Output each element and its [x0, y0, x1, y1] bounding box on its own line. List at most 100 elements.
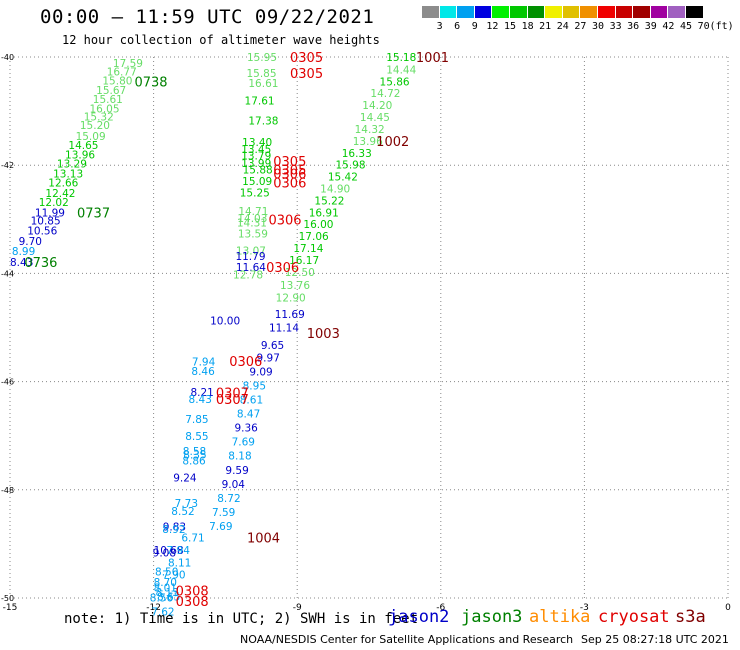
pass-id-label: 0738 — [134, 75, 167, 90]
colorbar-swatch — [686, 6, 704, 18]
swh-point-label: 14.20 — [362, 100, 392, 112]
lat-tick-label: -44 — [1, 269, 14, 278]
legend-cryosat: cryosat — [598, 607, 670, 627]
swh-point-label: 9.08 — [153, 548, 176, 560]
swh-point-label: 7.73 — [175, 498, 198, 510]
swh-point-label: 15.85 — [246, 68, 276, 80]
colorbar-label: 27 — [574, 21, 587, 32]
swh-point-label: 13.96 — [353, 136, 383, 148]
swh-point-label: 11.99 — [35, 207, 65, 219]
swh-point-label: 8.43 — [10, 257, 33, 269]
swh-point-label: 16.77 — [107, 67, 137, 79]
colorbar-swatch — [474, 6, 493, 18]
lon-tick-label: -12 — [146, 603, 161, 613]
swh-point-label: 8.13 — [156, 587, 179, 599]
swh-point-label: 16.91 — [309, 207, 339, 219]
swh-point-label: 13.40 — [242, 137, 272, 149]
swh-point-label: 13.29 — [57, 159, 87, 171]
colorbar-swatch — [650, 6, 669, 18]
swh-point-label: 8.95 — [243, 380, 266, 392]
swh-point-label: 15.18 — [386, 52, 416, 64]
swh-point-label: 8.50 — [155, 566, 178, 578]
swh-point-label: 17.06 — [299, 231, 329, 243]
legend-s3a: s3a — [675, 607, 706, 627]
credit-line: NOAA/NESDIS Center for Satellite Applica… — [240, 633, 574, 646]
legend-jason2: jason2 — [388, 607, 450, 627]
pass-id-label: 0306 — [273, 177, 306, 192]
colorbar-label: 6 — [454, 21, 461, 32]
swh-point-label: 9.65 — [261, 340, 284, 352]
swh-point-label: 15.86 — [380, 76, 410, 88]
colorbar-label: 39 — [644, 21, 657, 32]
swh-point-label: 15.95 — [247, 52, 277, 64]
swh-point-label: 8.72 — [217, 493, 240, 505]
swh-point-label: 10.00 — [210, 315, 240, 327]
swh-point-label: 8.46 — [191, 366, 215, 378]
colorbar-label: 30 — [591, 21, 605, 32]
swh-point-label: 12.90 — [276, 293, 306, 305]
swh-point-label: 17.38 — [248, 115, 278, 127]
swh-point-label: 8.11 — [168, 557, 191, 569]
swh-point-label: 9.97 — [257, 352, 280, 364]
colorbar-swatch — [422, 6, 440, 18]
swh-point-label: 15.09 — [242, 176, 272, 188]
swh-point-label: 7.69 — [232, 437, 255, 449]
swh-point-label: 11.69 — [275, 309, 305, 321]
pass-labels: 0738073707360305030503050305030603060306… — [24, 51, 449, 610]
colorbar-label: 45 — [679, 21, 693, 32]
swh-point-label: 12.66 — [48, 178, 78, 190]
swh-point-label: 14.90 — [320, 183, 350, 195]
swh-point-label: 8.65 — [157, 591, 180, 603]
colorbar-swatch — [492, 6, 510, 18]
swh-point-label: 9.83 — [163, 522, 186, 534]
swh-point-label: 8.52 — [171, 506, 194, 518]
swh-point-label: 8.70 — [154, 577, 177, 589]
swh-point-label: 15.67 — [96, 85, 126, 97]
swh-point-label: 8.43 — [189, 394, 212, 406]
pass-id-label: 0307 — [216, 393, 249, 408]
pass-id-label: 0736 — [24, 256, 57, 271]
colorbar-unit: (ft) — [709, 21, 734, 32]
swh-point-label: 10.85 — [31, 215, 61, 227]
colorbar-label: 12 — [486, 21, 499, 32]
colorbar-swatch — [633, 6, 651, 18]
swh-point-label: 13.13 — [53, 168, 83, 180]
swh-point-label: 8.35 — [183, 450, 206, 462]
swh-point-label: 15.09 — [76, 131, 106, 143]
pass-id-label: 0306 — [229, 355, 262, 370]
swh-point-label: 17.61 — [245, 95, 275, 107]
swh-point-label: 8.55 — [185, 431, 208, 443]
swh-point-label: 8.58 — [183, 446, 206, 458]
swh-point-label: 15.80 — [102, 75, 132, 87]
swh-point-label: 14.65 — [68, 140, 98, 152]
swh-point-label: 12.78 — [233, 269, 263, 281]
pass-id-label: 0307 — [216, 386, 249, 401]
colorbar-swatch — [580, 6, 598, 18]
swh-point-label: 9.09 — [249, 366, 272, 378]
lon-tick-label: -6 — [436, 603, 445, 613]
swh-point-label: 13.79 — [241, 150, 271, 162]
swh-point-label: 15.22 — [314, 195, 344, 207]
swh-point-label: 7.69 — [209, 521, 232, 533]
swh-point-label: 7.62 — [151, 607, 174, 619]
swh-point-label: 7.94 — [192, 357, 216, 369]
colorbar-swatch — [527, 6, 546, 18]
colorbar-label: 24 — [556, 21, 569, 32]
swh-point-label: 10.56 — [27, 226, 57, 238]
colorbar-label: 21 — [539, 21, 552, 32]
swh-point-label: 13.76 — [280, 280, 310, 292]
swh-point-label: 12.02 — [39, 197, 69, 209]
swh-point-label: 15.98 — [335, 160, 365, 172]
pass-id-label: 0305 — [290, 51, 323, 66]
swh-point-label: 14.32 — [355, 124, 385, 136]
colorbar-label: 36 — [627, 21, 640, 32]
swh-point-label: 11.79 — [235, 251, 265, 263]
swh-point-label: 17.59 — [113, 58, 143, 70]
swh-point-label: 8.01 — [154, 583, 177, 595]
pass-id-label: 0308 — [176, 595, 209, 610]
map-title: 00:00 – 11:59 UTC 09/22/2021 — [40, 6, 375, 28]
swh-point-label: 6.71 — [181, 532, 204, 544]
swh-point-label: 14.45 — [360, 112, 390, 124]
swh-point-label: 9.04 — [222, 479, 246, 491]
